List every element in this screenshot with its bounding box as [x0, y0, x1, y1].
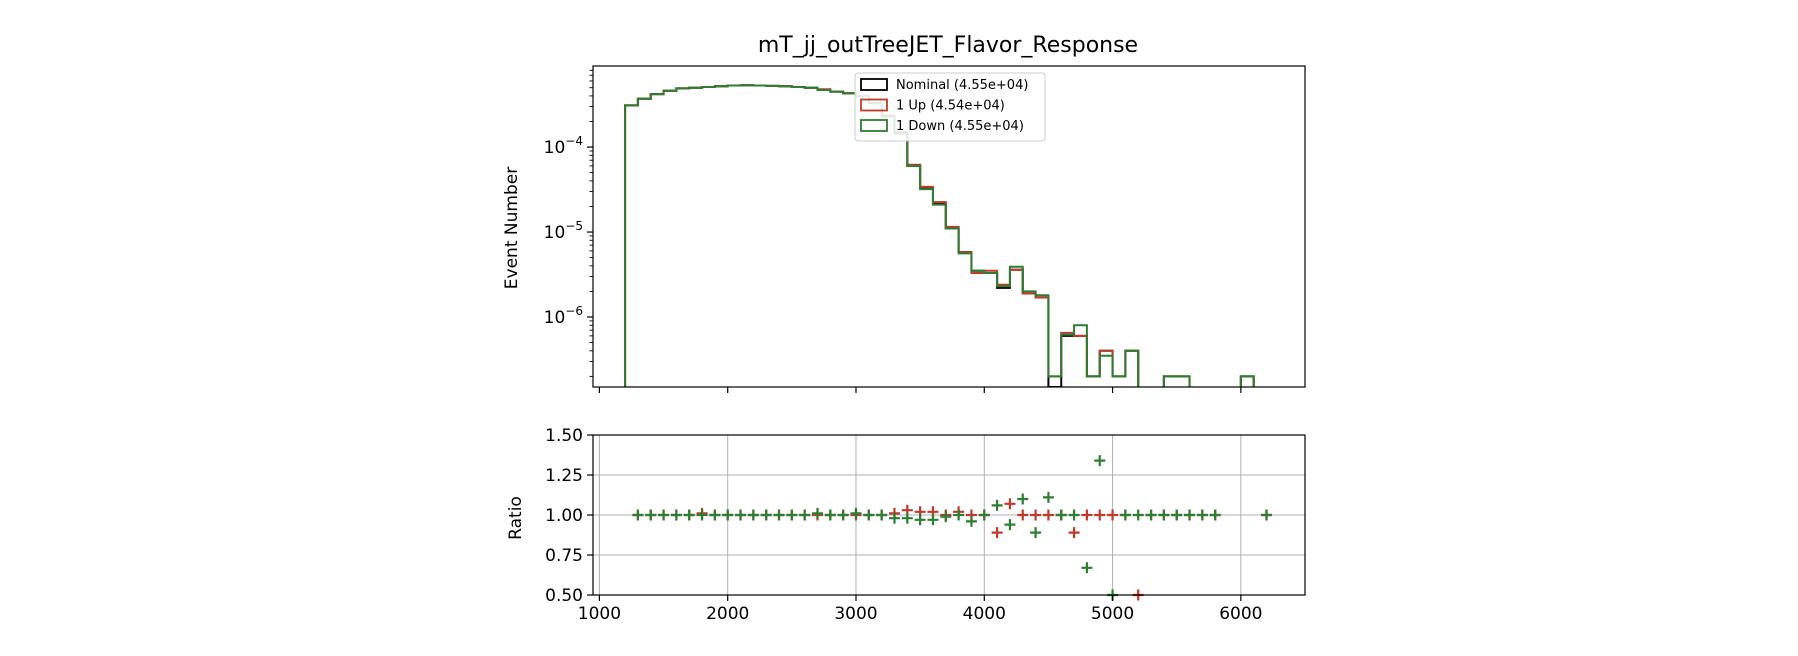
ratio-x-tick-label-1: 2000	[706, 604, 749, 624]
histogram-series-group	[624, 84, 1255, 387]
ratio-marker-1-41	[1158, 509, 1170, 521]
legend-swatch-1	[860, 98, 888, 112]
top-y-tick-label-2: 10−4	[544, 134, 583, 158]
ratio-marker-1-6	[709, 509, 721, 521]
ratio-y-tick-label-2: 1.00	[545, 506, 583, 526]
top-plot-panel: 10−6 10−5 10−4	[544, 65, 1306, 393]
ratio-marker-1-7	[722, 509, 734, 521]
ratio-y-tick-label-1: 0.75	[545, 546, 583, 566]
ratio-marker-1-20	[888, 512, 900, 524]
legend: Nominal (4.55e+04) 1 Up (4.54e+04) 1 Down …	[854, 72, 1046, 142]
ratio-marker-0-32	[1042, 509, 1054, 521]
legend-label-0: Nominal (4.55e+04)	[896, 78, 1028, 93]
ratio-marker-1-25	[953, 509, 965, 521]
ratio-marker-1-10	[760, 509, 772, 521]
ratio-marker-1-16	[837, 509, 849, 521]
top-y-tick-label-1: 10−5	[544, 219, 583, 243]
histogram-line-2	[624, 84, 1255, 387]
ratio-marker-1-19	[876, 509, 888, 521]
ratio-plot-panel: 1000 2000 3000 4000 5000 6000 0.50 0.75 1.00 1.25…	[545, 426, 1306, 624]
ratio-marker-1-35	[1081, 562, 1093, 574]
ratio-x-tick-label-2: 3000	[834, 604, 877, 624]
ratio-marker-1-8	[735, 509, 747, 521]
ratio-marker-1-5	[696, 509, 708, 521]
histogram-line-0	[624, 84, 1255, 387]
ratio-y-tick-label-0: 0.50	[545, 586, 583, 606]
ratio-markers-group	[632, 455, 1273, 601]
ratio-y-axis-label: Ratio	[506, 496, 526, 540]
ratio-y-tick-label-4: 1.50	[545, 426, 583, 446]
ratio-x-tick-label-3: 4000	[963, 604, 1006, 624]
ratio-marker-1-11	[773, 509, 785, 521]
ratio-marker-1-43	[1184, 509, 1196, 521]
ratio-marker-1-24	[940, 511, 952, 523]
ratio-marker-1-28	[991, 499, 1003, 511]
ratio-marker-1-13	[799, 509, 811, 521]
ratio-marker-0-35	[1081, 509, 1093, 521]
ratio-marker-1-32	[1042, 491, 1054, 503]
ratio-marker-1-45	[1209, 509, 1221, 521]
legend-box	[854, 72, 1046, 142]
ratio-marker-1-14	[812, 507, 824, 519]
ratio-marker-1-31	[1030, 527, 1042, 539]
ratio-marker-1-38	[1119, 509, 1131, 521]
ratio-x-tick-label-5: 6000	[1219, 604, 1262, 624]
ratio-marker-1-2	[658, 509, 670, 521]
ratio-marker-1-42	[1171, 509, 1183, 521]
ratio-marker-0-28	[991, 527, 1003, 539]
ratio-marker-0-34	[1068, 527, 1080, 539]
ratio-marker-1-17	[850, 507, 862, 519]
ratio-y-tick-label-3: 1.25	[545, 466, 583, 486]
ratio-marker-1-4	[683, 509, 695, 521]
ratio-marker-1-12	[786, 509, 798, 521]
legend-label-2: 1 Down (4.55e+04)	[896, 119, 1024, 134]
legend-label-1: 1 Up (4.54e+04)	[896, 99, 1005, 114]
ratio-marker-1-44	[1196, 509, 1208, 521]
ratio-marker-1-22	[914, 514, 926, 526]
histogram-line-1	[624, 84, 1255, 387]
ratio-marker-1-9	[747, 509, 759, 521]
ratio-marker-1-29	[1004, 519, 1016, 531]
ratio-marker-1-1	[645, 509, 657, 521]
ratio-marker-1-34	[1068, 509, 1080, 521]
ratio-marker-1-21	[901, 512, 913, 524]
ratio-marker-0-37	[1107, 509, 1119, 521]
ratio-marker-1-46	[1261, 509, 1273, 521]
ratio-marker-1-33	[1055, 509, 1067, 521]
ratio-marker-1-15	[824, 509, 836, 521]
top-y-axis-label: Event Number	[502, 167, 522, 289]
ratio-marker-0-31	[1030, 509, 1042, 521]
ratio-marker-1-39	[1132, 509, 1144, 521]
ratio-marker-0-36	[1094, 509, 1106, 521]
ratio-marker-1-18	[863, 509, 875, 521]
ratio-marker-1-30	[1017, 493, 1029, 505]
top-y-tick-label-0: 10−6	[544, 304, 583, 328]
ratio-marker-1-26	[965, 515, 977, 527]
chart-title: mT_jj_outTreeJET_Flavor_Response	[758, 33, 1138, 58]
ratio-marker-1-40	[1145, 509, 1157, 521]
ratio-marker-0-29	[1004, 498, 1016, 510]
ratio-marker-0-30	[1017, 509, 1029, 521]
top-plot-frame	[592, 65, 1306, 388]
ratio-x-tick-label-0: 1000	[578, 604, 621, 624]
ratio-x-tick-label-4: 5000	[1091, 604, 1134, 624]
legend-swatch-0	[860, 78, 888, 91]
ratio-marker-1-0	[632, 509, 644, 521]
legend-swatch-2	[860, 119, 888, 132]
ratio-marker-1-36	[1094, 455, 1106, 467]
ratio-marker-1-23	[927, 514, 939, 526]
ratio-marker-1-3	[670, 509, 682, 521]
ratio-marker-1-27	[978, 509, 990, 521]
